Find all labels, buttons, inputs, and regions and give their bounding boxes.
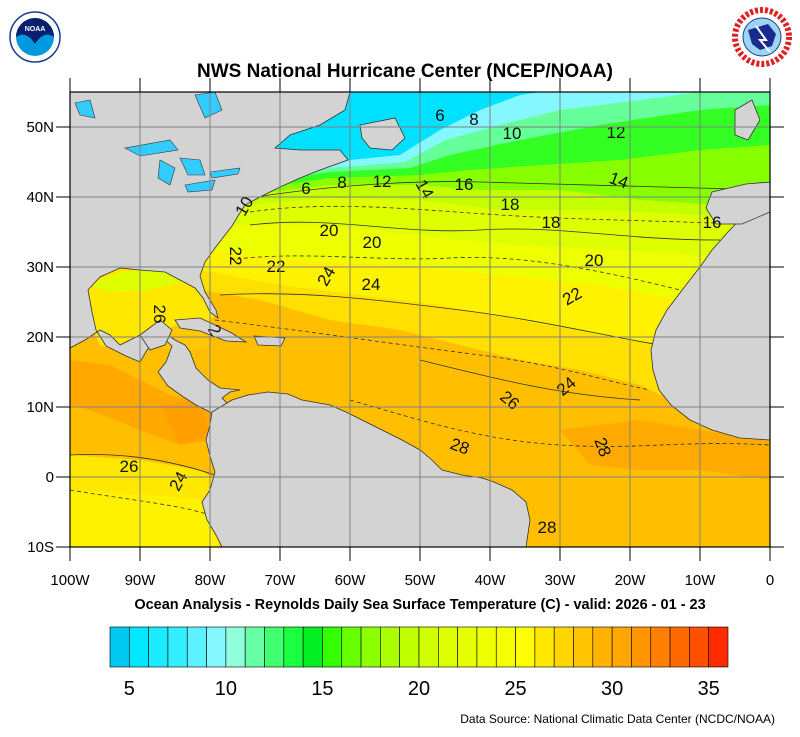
- lat-label: 30N: [26, 259, 54, 276]
- lat-label: 10S: [27, 539, 54, 556]
- contour-label: 6: [435, 106, 444, 125]
- colorbar-cell: [167, 626, 188, 668]
- colorbar-cell: [360, 626, 381, 668]
- colorbar-tick-label: 5: [124, 678, 135, 700]
- colorbar-tick-label: 20: [408, 678, 430, 700]
- colorbar-tick-label: 30: [601, 678, 623, 700]
- great-lakes: [74, 92, 241, 193]
- contour-label: 22: [226, 247, 245, 266]
- colorbar-cell: [457, 626, 478, 668]
- lon-label: 40W: [475, 572, 507, 589]
- lon-label: 10W: [685, 572, 717, 589]
- iberia-land: [705, 181, 770, 225]
- colorbar-cell: [669, 626, 690, 668]
- colorbar-cell: [611, 626, 632, 668]
- colorbar-cell: [380, 626, 400, 668]
- contour-label: 24: [362, 275, 381, 294]
- colorbar-cell: [553, 626, 574, 668]
- colorbar-cell: [244, 626, 265, 668]
- colorbar-cell: [225, 626, 246, 668]
- colorbar-cell: [186, 626, 207, 668]
- colorbar-cell: [418, 626, 439, 668]
- lat-label: 20N: [26, 329, 54, 346]
- colorbar-cell: [650, 626, 671, 668]
- contour-label: 6: [301, 179, 310, 198]
- colorbar-cell: [515, 626, 536, 668]
- colorbar-tick-label: 25: [504, 678, 526, 700]
- lat-label: 50N: [26, 119, 54, 136]
- map-caption: Ocean Analysis - Reynolds Daily Sea Surf…: [134, 597, 705, 613]
- lon-label: 50W: [405, 572, 437, 589]
- colorbar-cell: [399, 626, 420, 668]
- colorbar-tick-label: 15: [311, 678, 333, 700]
- lon-label: 100W: [50, 572, 90, 589]
- lon-label: 30W: [545, 572, 577, 589]
- noaa-logo: NOAA: [9, 11, 61, 63]
- contour-label: 16: [703, 213, 722, 232]
- colorbar-cell: [341, 626, 362, 668]
- colorbar-tick-label: 35: [698, 678, 720, 700]
- chart-title: NWS National Hurricane Center (NCEP/NOAA…: [197, 61, 613, 82]
- data-source: Data Source: National Climatic Data Cent…: [460, 712, 775, 726]
- colorbar-cell: [631, 626, 652, 668]
- newfoundland-land: [359, 117, 406, 151]
- british-isles-land: [734, 99, 761, 141]
- colorbar-cell: [534, 626, 555, 668]
- lon-label: 0: [766, 572, 774, 589]
- colorbar-cell: [322, 626, 343, 668]
- colorbar-cell: [148, 626, 169, 668]
- colorbar-cell: [264, 626, 285, 668]
- contour-label: 18: [501, 195, 520, 214]
- contour-label: 26: [150, 305, 169, 324]
- colorbar-cell: [708, 626, 729, 668]
- colorbar-cell: [129, 626, 149, 668]
- colorbar-cell: [495, 626, 516, 668]
- lon-label: 90W: [125, 572, 157, 589]
- lon-label: 60W: [335, 572, 367, 589]
- lat-label: 40N: [26, 189, 54, 206]
- lon-label: 80W: [195, 572, 227, 589]
- colorbar-cell: [302, 626, 323, 668]
- contour-label: 12: [607, 123, 626, 142]
- contour-label: 20: [363, 233, 382, 252]
- contour-label: 8: [469, 110, 478, 129]
- lon-label: 70W: [265, 572, 297, 589]
- colorbar-cell: [438, 626, 458, 668]
- africa-land: [650, 204, 770, 441]
- contour-label: 8: [337, 173, 346, 192]
- contour-label: 12: [373, 172, 392, 191]
- nws-logo: [732, 7, 792, 67]
- lat-label: 0: [46, 469, 54, 486]
- contour-label: 20: [320, 221, 339, 240]
- colorbar-cell: [573, 626, 594, 668]
- contour-label: 18: [542, 213, 561, 232]
- lon-label: 20W: [615, 572, 647, 589]
- colorbar-tick-label: 10: [215, 678, 237, 700]
- colorbar-cell: [689, 626, 709, 668]
- colorbar-cell: [476, 626, 497, 668]
- colorbar-cell: [109, 626, 130, 668]
- colorbar-cell: [206, 626, 227, 668]
- contour-label: 26: [120, 457, 139, 476]
- contour-label: 10: [503, 124, 522, 143]
- noaa-logo-text: NOAA: [25, 26, 46, 33]
- contour-label: 28: [538, 518, 557, 537]
- colorbar-cell: [283, 626, 304, 668]
- graticule: [70, 92, 770, 547]
- contour-label: 20: [585, 251, 604, 270]
- contour-label: 16: [455, 175, 474, 194]
- colorbar-cell: [592, 626, 613, 668]
- lat-label: 10N: [26, 399, 54, 416]
- colorbar: 5 10 15 20 25 30 35: [109, 626, 729, 700]
